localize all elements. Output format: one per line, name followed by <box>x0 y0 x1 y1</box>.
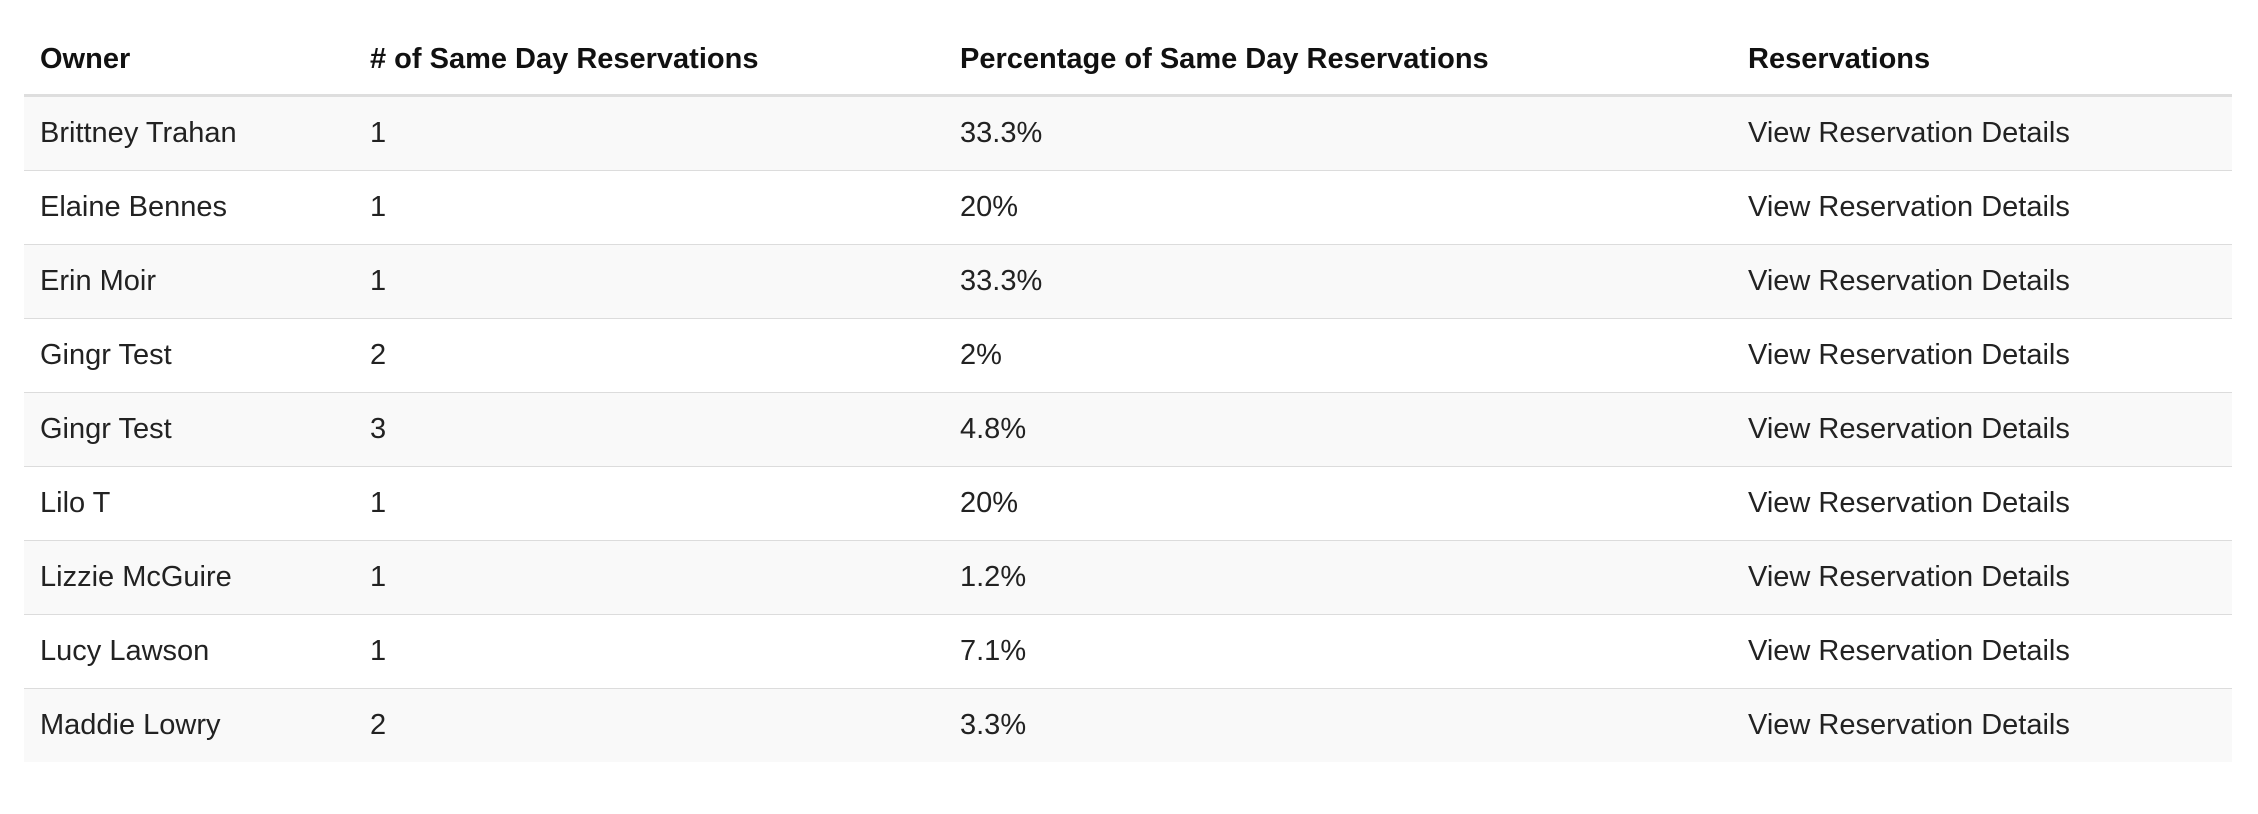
percentage-cell: 4.8% <box>944 392 1732 467</box>
table-row: Elaine Bennes 1 20% View Reservation Det… <box>24 170 2232 245</box>
percentage-cell: 1.2% <box>944 540 1732 615</box>
reservations-cell: View Reservation Details <box>1732 392 2232 467</box>
owner-cell: Lilo T <box>24 466 354 541</box>
same-day-reservations-table: Owner # of Same Day Reservations Percent… <box>24 24 2232 762</box>
table-row: Lilo T 1 20% View Reservation Details <box>24 466 2232 541</box>
view-reservation-details-link[interactable]: View Reservation Details <box>1748 487 2070 519</box>
table-row: Maddie Lowry 2 3.3% View Reservation Det… <box>24 688 2232 762</box>
view-reservation-details-link[interactable]: View Reservation Details <box>1748 191 2070 223</box>
header-same-day-percentage: Percentage of Same Day Reservations <box>944 24 1732 97</box>
table-row: Gingr Test 3 4.8% View Reservation Detai… <box>24 392 2232 467</box>
table-row: Lizzie McGuire 1 1.2% View Reservation D… <box>24 540 2232 615</box>
table-row: Erin Moir 1 33.3% View Reservation Detai… <box>24 244 2232 319</box>
view-reservation-details-link[interactable]: View Reservation Details <box>1748 117 2070 149</box>
table-header: Owner # of Same Day Reservations Percent… <box>24 24 2232 97</box>
count-cell: 2 <box>354 318 944 393</box>
view-reservation-details-link[interactable]: View Reservation Details <box>1748 413 2070 445</box>
reservations-cell: View Reservation Details <box>1732 95 2232 171</box>
reservations-cell: View Reservation Details <box>1732 540 2232 615</box>
view-reservation-details-link[interactable]: View Reservation Details <box>1748 709 2070 741</box>
count-cell: 1 <box>354 95 944 171</box>
owner-cell: Gingr Test <box>24 392 354 467</box>
view-reservation-details-link[interactable]: View Reservation Details <box>1748 561 2070 593</box>
header-owner: Owner <box>24 24 354 97</box>
percentage-cell: 33.3% <box>944 244 1732 319</box>
reservations-cell: View Reservation Details <box>1732 170 2232 245</box>
count-cell: 1 <box>354 540 944 615</box>
table-body: Brittney Trahan 1 33.3% View Reservation… <box>24 95 2232 762</box>
reservations-cell: View Reservation Details <box>1732 244 2232 319</box>
count-cell: 3 <box>354 392 944 467</box>
view-reservation-details-link[interactable]: View Reservation Details <box>1748 265 2070 297</box>
reservations-table: Owner # of Same Day Reservations Percent… <box>24 24 2232 762</box>
reservations-cell: View Reservation Details <box>1732 466 2232 541</box>
count-cell: 1 <box>354 614 944 689</box>
table-row: Lucy Lawson 1 7.1% View Reservation Deta… <box>24 614 2232 689</box>
owner-cell: Lucy Lawson <box>24 614 354 689</box>
percentage-cell: 7.1% <box>944 614 1732 689</box>
owner-cell: Maddie Lowry <box>24 688 354 762</box>
table-row: Brittney Trahan 1 33.3% View Reservation… <box>24 95 2232 171</box>
owner-cell: Brittney Trahan <box>24 95 354 171</box>
header-reservations: Reservations <box>1732 24 2232 97</box>
owner-cell: Lizzie McGuire <box>24 540 354 615</box>
owner-cell: Elaine Bennes <box>24 170 354 245</box>
owner-cell: Gingr Test <box>24 318 354 393</box>
view-reservation-details-link[interactable]: View Reservation Details <box>1748 339 2070 371</box>
reservations-cell: View Reservation Details <box>1732 318 2232 393</box>
header-same-day-count: # of Same Day Reservations <box>354 24 944 97</box>
header-row: Owner # of Same Day Reservations Percent… <box>24 24 2232 97</box>
reservations-cell: View Reservation Details <box>1732 614 2232 689</box>
view-reservation-details-link[interactable]: View Reservation Details <box>1748 635 2070 667</box>
percentage-cell: 3.3% <box>944 688 1732 762</box>
percentage-cell: 33.3% <box>944 95 1732 171</box>
count-cell: 1 <box>354 170 944 245</box>
percentage-cell: 20% <box>944 170 1732 245</box>
percentage-cell: 20% <box>944 466 1732 541</box>
reservations-cell: View Reservation Details <box>1732 688 2232 762</box>
count-cell: 1 <box>354 244 944 319</box>
percentage-cell: 2% <box>944 318 1732 393</box>
count-cell: 1 <box>354 466 944 541</box>
count-cell: 2 <box>354 688 944 762</box>
table-row: Gingr Test 2 2% View Reservation Details <box>24 318 2232 393</box>
owner-cell: Erin Moir <box>24 244 354 319</box>
